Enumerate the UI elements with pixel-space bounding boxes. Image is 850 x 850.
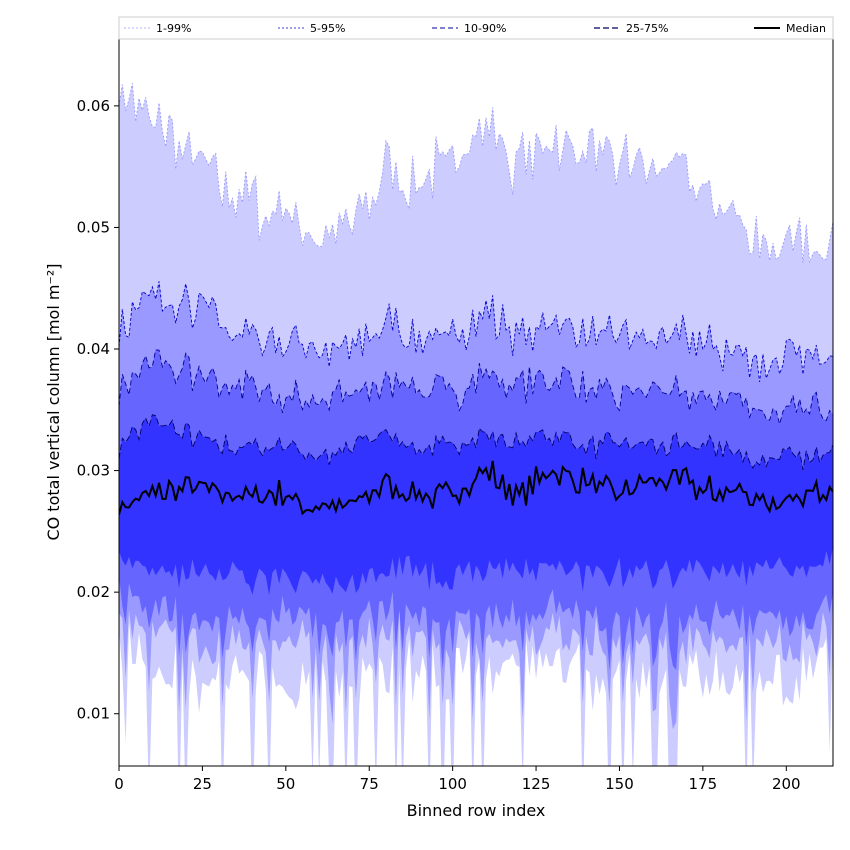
legend-label-p25_75: 25-75% [626,22,668,35]
y-tick-label: 0.03 [77,462,110,480]
y-tick-label: 0.02 [77,583,110,601]
band-5-95-upper-line [119,281,833,382]
y-tick-label: 0.05 [77,218,110,236]
x-tick-label: 75 [360,775,379,793]
x-tick-label: 0 [114,775,124,793]
x-tick-label: 100 [438,775,467,793]
band-25-75-upper-line [119,414,833,471]
x-tick-label: 25 [193,775,212,793]
x-tick-label: 125 [522,775,551,793]
band-1-99-upper-line [119,83,833,263]
legend-label-p1_99: 1-99% [156,22,191,35]
percentile-bands [119,83,833,766]
y-tick-label: 0.04 [77,340,110,358]
legend-box [118,16,834,40]
x-tick-label: 200 [772,775,801,793]
y-axis: 0.01 0.02 0.03 0.04 0.05 0.06 [77,97,119,723]
x-axis: 0 25 50 75 100 125 150 175 200 [114,766,801,793]
median-line [119,460,833,516]
y-tick-label: 0.01 [77,705,110,723]
legend-label-p5_95: 5-95% [310,22,345,35]
legend-label-p10_90: 10-90% [464,22,506,35]
y-tick-label: 0.06 [77,97,110,115]
x-tick-label: 175 [689,775,718,793]
y-axis-label: CO total vertical column [mol m⁻²] [44,263,63,540]
x-axis-label: Binned row index [407,801,546,820]
band-10-90-upper-line [119,349,833,426]
legend-label-median: Median [786,22,826,35]
legend: 1-99% 5-95% 10-90% 25-75% Median [118,16,834,40]
band-25-75 [119,414,833,596]
x-tick-label: 150 [605,775,634,793]
percentile-lines [119,83,833,516]
x-tick-label: 50 [276,775,295,793]
